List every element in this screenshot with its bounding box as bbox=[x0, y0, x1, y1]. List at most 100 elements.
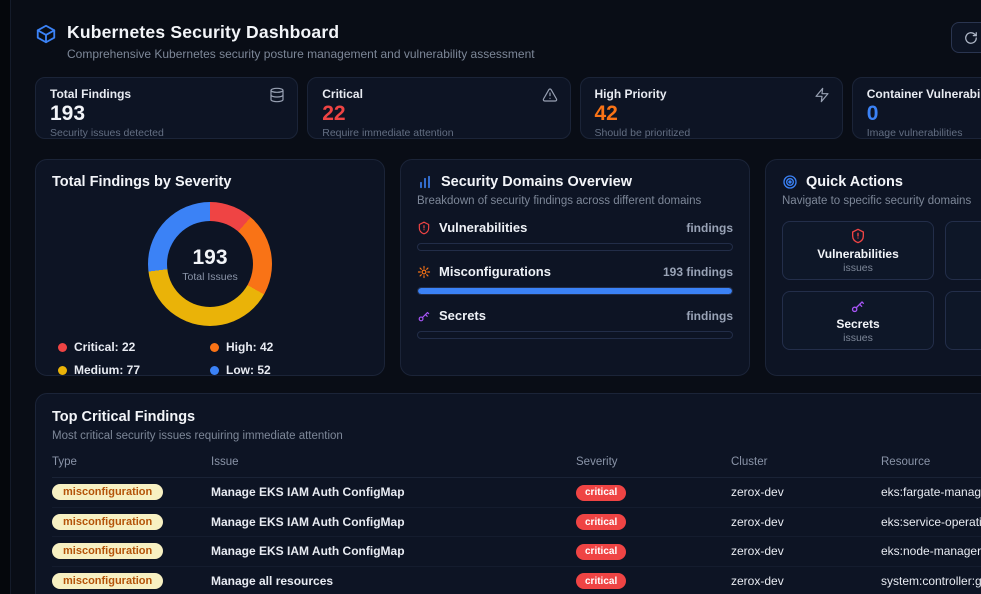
stat-sub: Image vulnerabilities bbox=[866, 127, 963, 140]
domains-panel-title: Security Domains Overview bbox=[441, 174, 632, 190]
column-header-resource: Resource bbox=[881, 452, 981, 478]
resource-cell: eks:node-manager bbox=[881, 536, 981, 567]
stat-value: 0 bbox=[866, 102, 879, 125]
column-header-issue: Issue bbox=[211, 452, 576, 478]
legend-item-medium: Medium: 77 bbox=[58, 363, 210, 377]
quick-actions-panel: Quick Actions Navigate to specific secur… bbox=[765, 159, 981, 376]
stat-value: 193 bbox=[50, 102, 86, 125]
stat-sub: Should be prioritized bbox=[594, 127, 691, 140]
stat-card-total-findings: Total Findings 193 Security issues detec… bbox=[35, 77, 299, 140]
findings-table-header-row: Type Issue Severity Cluster Resource bbox=[52, 452, 981, 478]
domain-progress-fill-1 bbox=[418, 288, 732, 294]
cluster-cell: zerox-dev bbox=[731, 566, 881, 594]
domain-label: Misconfigurations bbox=[439, 264, 551, 279]
stat-card-high-priority: High Priority 42 Should be prioritized bbox=[579, 77, 843, 140]
stat-value: 42 bbox=[594, 102, 618, 125]
quick-action-secrets-button[interactable]: Secrets issues bbox=[782, 291, 934, 350]
severity-donut: 193 Total Issues bbox=[148, 202, 272, 326]
stat-title: Total Findings bbox=[50, 87, 132, 101]
domain-progress-track bbox=[417, 287, 733, 295]
refresh-button[interactable] bbox=[951, 22, 981, 53]
stat-title: Container Vulnerabilities bbox=[866, 87, 981, 101]
issue-cell: Manage EKS IAM Auth ConfigMap bbox=[211, 507, 576, 537]
top-critical-findings-panel: Top Critical Findings Most critical secu… bbox=[35, 393, 981, 594]
kubernetes-cube-icon bbox=[36, 24, 56, 44]
quick-action-button-partial[interactable] bbox=[945, 221, 981, 280]
resource-cell: eks:fargate-manager bbox=[881, 477, 981, 508]
findings-table: Type Issue Severity Cluster Resource mis… bbox=[52, 452, 981, 594]
legend-item-low: Low: 52 bbox=[210, 363, 362, 377]
table-row: misconfiguration Manage EKS IAM Auth Con… bbox=[52, 477, 981, 508]
donut-total-label: Total Issues bbox=[182, 270, 238, 283]
findings-table-subtitle: Most critical security issues requiring … bbox=[52, 430, 343, 442]
domain-row-misconfigurations: Misconfigurations 193 findings bbox=[417, 264, 733, 295]
database-icon bbox=[270, 87, 284, 103]
legend-dot bbox=[210, 342, 219, 352]
type-badge: misconfiguration bbox=[52, 513, 164, 530]
quick-action-label: Vulnerabilities bbox=[817, 246, 899, 261]
legend-dot bbox=[58, 365, 67, 375]
zap-icon bbox=[815, 87, 829, 103]
page-subtitle: Comprehensive Kubernetes security postur… bbox=[67, 47, 535, 61]
type-badge: misconfiguration bbox=[52, 572, 164, 589]
stat-value: 22 bbox=[322, 102, 346, 125]
page-title: Kubernetes Security Dashboard bbox=[67, 22, 340, 42]
domain-findings-count: findings bbox=[686, 308, 733, 323]
legend-item-critical: Critical: 22 bbox=[58, 340, 210, 354]
target-icon bbox=[783, 175, 797, 189]
quick-actions-subtitle: Navigate to specific security domains bbox=[782, 195, 972, 207]
left-edge-strip bbox=[0, 0, 11, 594]
type-badge: misconfiguration bbox=[52, 543, 164, 560]
domain-progress-track bbox=[417, 243, 733, 251]
domain-label: Vulnerabilities bbox=[439, 220, 528, 235]
cluster-cell: zerox-dev bbox=[731, 507, 881, 537]
issue-cell: Manage EKS IAM Auth ConfigMap bbox=[211, 477, 576, 508]
key-icon bbox=[851, 300, 864, 312]
stat-card-critical: Critical 22 Require immediate attention bbox=[307, 77, 571, 139]
page-header: Kubernetes Security Dashboard Comprehens… bbox=[35, 22, 981, 61]
shield-icon bbox=[418, 221, 430, 234]
type-badge: misconfiguration bbox=[52, 484, 164, 501]
legend-label: Low: 52 bbox=[226, 363, 271, 377]
key-icon bbox=[418, 311, 430, 321]
page-content: Kubernetes Security Dashboard Comprehens… bbox=[11, 0, 981, 594]
stat-cards-row: Total Findings 193 Security issues detec… bbox=[35, 77, 981, 139]
column-header-type: Type bbox=[52, 452, 211, 478]
donut-total-value: 193 bbox=[192, 245, 228, 269]
severity-panel-title: Total Findings by Severity bbox=[52, 174, 232, 190]
issue-cell: Manage all resources bbox=[211, 566, 576, 594]
severity-badge: critical bbox=[576, 543, 627, 560]
refresh-icon bbox=[965, 31, 977, 44]
cluster-cell: zerox-dev bbox=[731, 536, 881, 567]
findings-table-title: Top Critical Findings bbox=[52, 409, 196, 425]
stat-title: High Priority bbox=[594, 87, 667, 101]
quick-action-sub: issues bbox=[843, 261, 873, 274]
table-row: misconfiguration Manage all resources cr… bbox=[52, 566, 981, 594]
legend-dot bbox=[210, 365, 219, 375]
domain-label: Secrets bbox=[439, 308, 486, 323]
stat-sub: Security issues detected bbox=[50, 127, 164, 140]
panels-row: Total Findings by Severity 193 Total Iss… bbox=[35, 159, 981, 377]
shield-alert-icon bbox=[852, 228, 864, 243]
severity-badge: critical bbox=[576, 514, 627, 530]
quick-actions-title: Quick Actions bbox=[806, 174, 903, 190]
domain-row-secrets: Secrets findings bbox=[417, 308, 733, 339]
severity-badge: critical bbox=[576, 573, 627, 589]
quick-action-button-partial[interactable] bbox=[945, 291, 981, 350]
domain-progress-track bbox=[417, 331, 733, 339]
domain-findings-count: 193 findings bbox=[662, 264, 733, 279]
quick-action-sub: issues bbox=[843, 331, 873, 344]
severity-badge: critical bbox=[576, 484, 627, 501]
stat-card-container-vulnerabilities: Container Vulnerabilities 0 Image vulner… bbox=[851, 77, 981, 140]
legend-dot bbox=[58, 342, 67, 352]
bar-chart-icon bbox=[420, 175, 430, 189]
severity-panel: Total Findings by Severity 193 Total Iss… bbox=[35, 159, 385, 377]
domain-row-vulnerabilities: Vulnerabilities findings bbox=[417, 220, 733, 251]
severity-legend: Critical: 22 High: 42 Medium: 77 Low: 52 bbox=[52, 340, 368, 377]
issue-cell: Manage EKS IAM Auth ConfigMap bbox=[211, 536, 576, 567]
resource-cell: system:controller:generic bbox=[881, 566, 981, 594]
quick-action-vulnerabilities-button[interactable]: Vulnerabilities issues bbox=[782, 221, 934, 280]
gear-icon bbox=[417, 265, 431, 278]
column-header-cluster: Cluster bbox=[731, 452, 881, 478]
